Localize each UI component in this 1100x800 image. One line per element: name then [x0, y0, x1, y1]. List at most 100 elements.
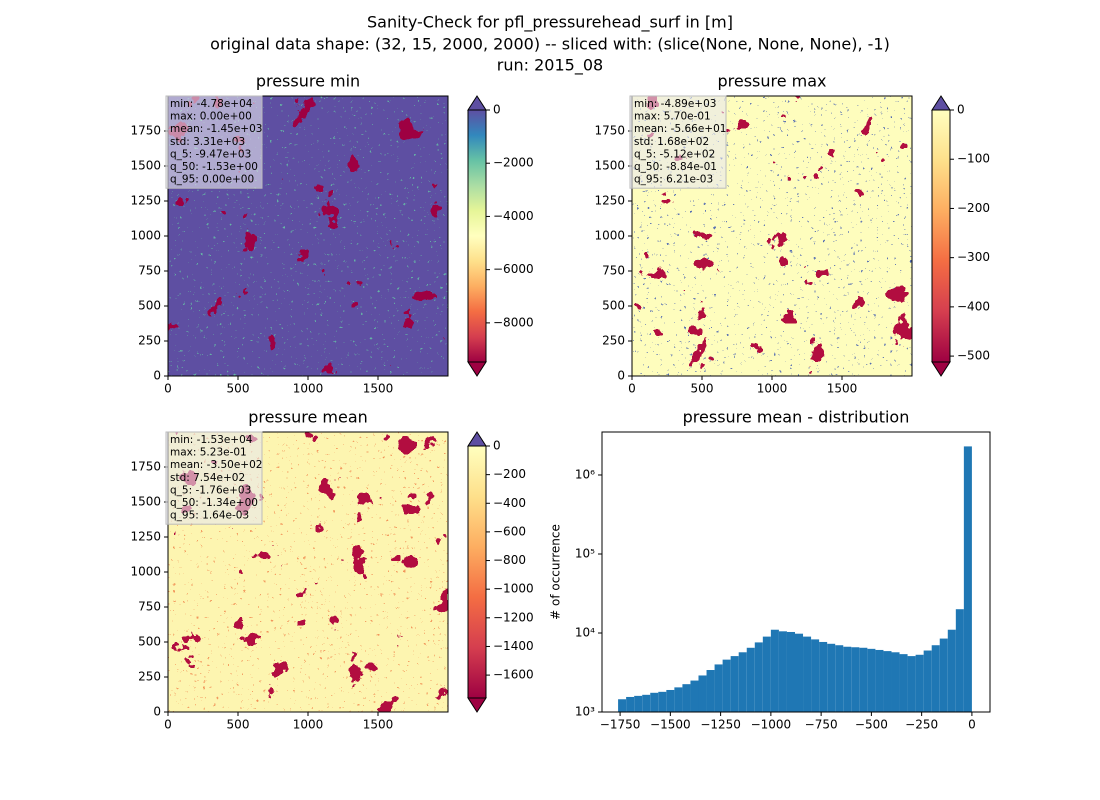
stats-line: mean: -3.50e+02: [170, 459, 262, 471]
histogram-bar: [762, 636, 771, 712]
colorbar-tick-label: −200: [493, 467, 526, 481]
y-tick-label: 0: [153, 705, 161, 719]
stats-box: [165, 95, 263, 189]
y-tick-label: 1500: [594, 159, 625, 173]
colorbar-tick-label: −1400: [493, 639, 534, 653]
suptitle: run: 2015_08: [497, 56, 603, 76]
histogram-bar: [955, 609, 964, 712]
y-tick-label: 10⁴: [575, 625, 595, 639]
stats-line: std: 7.54e+02: [170, 472, 245, 484]
colorbar-tick-label: −100: [957, 152, 990, 166]
suptitle: Sanity-Check for pfl_pressurehead_surf i…: [367, 13, 733, 33]
colorbar-tick-label: −400: [957, 299, 990, 313]
histogram-bar: [690, 680, 699, 712]
y-tick-label: 500: [138, 635, 161, 649]
histogram-bar: [778, 631, 787, 712]
colorbar-tick-label: 0: [957, 103, 965, 117]
x-tick-label: 1500: [827, 382, 858, 396]
colorbar-extend-bottom: [467, 361, 487, 377]
x-tick-label: 500: [227, 382, 250, 396]
x-tick-label: −1500: [650, 718, 691, 732]
histogram-bar: [819, 641, 828, 712]
histogram-bar: [786, 631, 795, 712]
y-tick-label: 250: [602, 334, 625, 348]
stats-line: q_50: -1.53e+00: [170, 161, 258, 173]
colorbar-extend-top: [467, 95, 487, 111]
y-tick-label: 750: [138, 264, 161, 278]
axes-title: pressure max: [717, 72, 826, 91]
histogram-bar: [666, 689, 675, 712]
x-tick-label: 1500: [363, 718, 394, 732]
histogram-bar: [827, 643, 836, 712]
y-tick-label: 1000: [594, 229, 625, 243]
colorbar-tick-label: −6000: [493, 262, 534, 276]
colorbar: [468, 446, 486, 698]
colorbar: [468, 110, 486, 362]
histogram-bar: [931, 645, 940, 712]
histogram-bar: [794, 633, 804, 712]
stats-line: q_95: 6.21e-03: [634, 174, 713, 186]
histogram-bar: [650, 692, 659, 712]
y-tick-label: 1500: [130, 495, 161, 509]
x-tick-label: 1000: [293, 718, 324, 732]
histogram-bar: [891, 652, 900, 712]
x-tick-label: 0: [164, 382, 172, 396]
y-tick-label: 250: [138, 670, 161, 684]
colorbar-tick-label: −400: [493, 496, 526, 510]
axes-title: pressure mean: [248, 408, 368, 427]
axes-frame: [601, 431, 991, 713]
stats-line: mean: -1.45e+03: [170, 123, 262, 135]
x-tick-label: 0: [628, 382, 636, 396]
histogram-bar: [658, 691, 667, 712]
suptitle: original data shape: (32, 15, 2000, 2000…: [210, 35, 890, 54]
histogram-bar: [770, 629, 779, 712]
histogram-bar: [714, 664, 723, 712]
histogram-bar: [738, 652, 747, 712]
x-tick-label: 500: [691, 382, 714, 396]
colorbar-tick-label: −200: [957, 201, 990, 215]
histogram-bar: [915, 654, 924, 712]
histogram-bar: [674, 687, 683, 712]
y-tick-label: 10⁵: [575, 546, 595, 560]
colorbar-tick-label: −800: [493, 553, 526, 567]
histogram-bar: [851, 647, 860, 712]
histogram-bar: [947, 629, 956, 712]
colorbar-tick-label: −2000: [493, 156, 534, 170]
colorbar-tick-label: −4000: [493, 209, 534, 223]
x-tick-label: 1000: [293, 382, 324, 396]
stats-line: max: 5.23e-01: [170, 447, 247, 459]
stats-box: [629, 95, 727, 189]
histogram-bar: [811, 639, 820, 712]
histogram-bar: [835, 645, 844, 712]
colorbar-tick-label: −300: [957, 250, 990, 264]
histogram-bar: [722, 659, 731, 712]
stats-line: min: -1.53e+04: [170, 434, 253, 446]
histogram-bar: [923, 650, 932, 712]
histogram-bar: [634, 695, 643, 712]
x-tick-label: 0: [164, 718, 172, 732]
colorbar-tick-label: −8000: [493, 315, 534, 329]
stats-line: q_5: -1.76e+03: [170, 484, 251, 496]
x-tick-label: −750: [805, 718, 838, 732]
axes-title: pressure min: [256, 72, 360, 91]
y-tick-label: 500: [138, 299, 161, 313]
stats-line: q_50: -1.34e+00: [170, 497, 258, 509]
stats-line: std: 3.31e+03: [170, 136, 245, 148]
histogram-bar: [746, 647, 755, 712]
histogram-bar: [859, 647, 868, 712]
histogram-bar: [875, 649, 884, 712]
colorbar-extend-bottom: [931, 361, 951, 377]
stats-line: mean: -5.66e+01: [634, 123, 726, 135]
x-tick-label: −1000: [751, 718, 792, 732]
x-tick-label: −250: [905, 718, 938, 732]
y-tick-label: 10⁶: [575, 467, 595, 481]
stats-line: min: -4.89e+03: [634, 98, 716, 110]
colorbar-tick-label: 0: [493, 439, 501, 453]
stats-box: [165, 431, 263, 525]
x-tick-label: 1500: [363, 382, 394, 396]
y-tick-label: 1250: [130, 530, 161, 544]
colorbar-tick-label: −1000: [493, 582, 534, 596]
histogram-bar: [939, 638, 948, 712]
histogram-bar: [883, 651, 892, 712]
